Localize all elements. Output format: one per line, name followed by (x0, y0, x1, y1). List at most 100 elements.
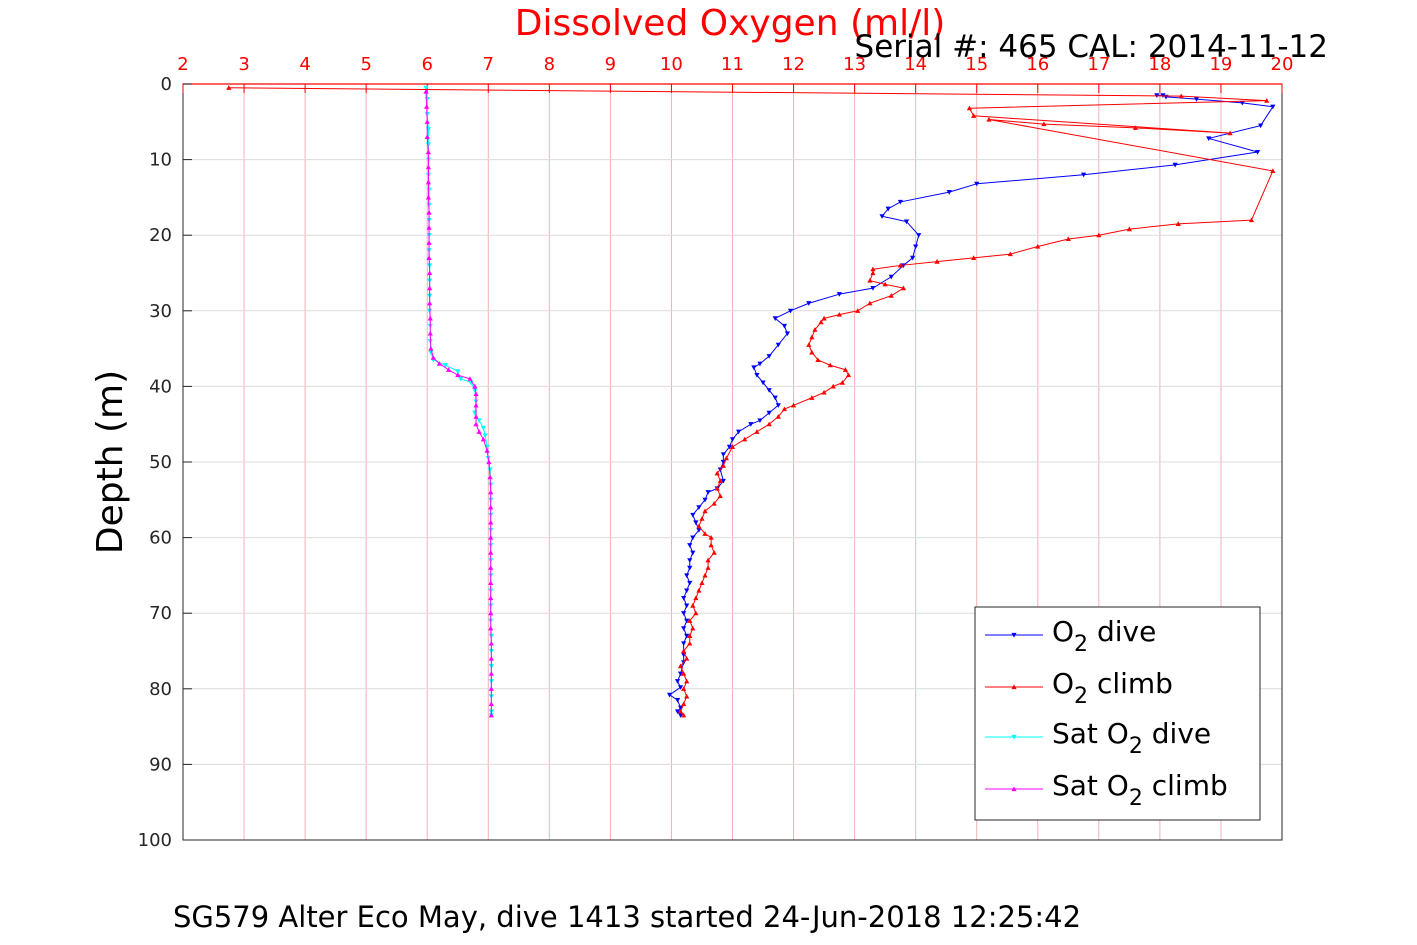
data-point-sat-o2-climb (426, 255, 432, 260)
data-point-o2-climb (971, 255, 977, 260)
data-point-o2-climb (717, 493, 723, 499)
data-point-o2-climb (723, 455, 729, 461)
legend-box (974, 606, 1261, 821)
data-point-sat-o2-dive (482, 433, 488, 439)
data-point-o2-dive (687, 580, 693, 586)
data-point-o2-climb (870, 266, 876, 272)
data-point-o2-climb (684, 678, 690, 684)
data-point-o2-climb (836, 311, 842, 317)
data-point-sat-o2-climb (427, 270, 433, 276)
x-tick-label: 16 (1026, 54, 1049, 75)
data-point-o2-climb (717, 478, 723, 483)
data-point-o2-climb (781, 406, 787, 412)
legend-label-main: O (1052, 667, 1074, 700)
data-point-o2-climb (870, 270, 876, 276)
data-point-o2-climb (1248, 217, 1255, 223)
data-point-sat-o2-climb (488, 565, 494, 570)
data-point-o2-dive (784, 331, 791, 337)
data-point-sat-o2-climb (467, 376, 473, 381)
data-point-sat-o2-climb (488, 610, 494, 616)
data-point-o2-dive (678, 685, 684, 690)
data-point-o2-climb (684, 655, 690, 661)
data-point-o2-dive (681, 626, 687, 631)
data-point-o2-climb (226, 85, 232, 90)
data-point-o2-climb (742, 436, 748, 442)
y-tick-label: 0 (161, 74, 172, 95)
data-point-o2-climb (806, 342, 812, 347)
data-point-o2-dive (1080, 172, 1087, 178)
data-point-o2-climb (714, 485, 720, 491)
data-point-o2-dive (888, 274, 894, 280)
data-point-o2-climb (1126, 226, 1132, 232)
data-point-o2-climb (681, 712, 687, 718)
x-tick-label: 10 (660, 54, 683, 75)
legend-entry: O2 dive (985, 615, 1156, 657)
legend-entry: Sat O2 dive (985, 717, 1211, 759)
data-point-o2-climb (699, 580, 705, 586)
data-point-o2-climb (729, 444, 736, 449)
x-tick-label: 19 (1209, 54, 1232, 75)
y-tick-label: 10 (149, 150, 172, 171)
legend-swatch-marker (1011, 734, 1017, 740)
data-point-sat-o2-climb (424, 134, 430, 139)
data-point-o2-dive (1270, 104, 1276, 110)
data-point-o2-climb (966, 105, 972, 111)
legend-entry: Sat O2 climb (985, 769, 1228, 811)
data-point-o2-climb (711, 550, 717, 555)
y-tick-label: 90 (149, 754, 172, 775)
data-point-o2-climb (888, 293, 894, 298)
data-point-o2-dive (674, 709, 681, 715)
data-point-o2-dive (678, 671, 684, 677)
x-tick-label: 17 (1087, 54, 1110, 75)
data-point-sat-o2-climb (426, 225, 432, 230)
data-point-sat-o2-climb (436, 361, 443, 366)
data-point-o2-dive (684, 618, 690, 624)
data-point-sat-o2-climb (486, 459, 492, 465)
data-point-o2-dive (729, 437, 736, 442)
legend-label-rest: climb (1143, 769, 1228, 802)
data-point-o2-climb (678, 708, 684, 714)
data-point-o2-climb (720, 463, 726, 468)
legend-label: Sat O2 dive (1052, 717, 1211, 759)
data-point-o2-dive (678, 713, 684, 718)
x-tick-label: 13 (843, 54, 866, 75)
x-tick-label: 7 (483, 54, 494, 75)
data-point-o2-dive (836, 292, 842, 297)
data-point-o2-climb (818, 319, 824, 325)
data-point-o2-dive (687, 565, 693, 571)
data-point-o2-dive (693, 520, 699, 526)
legend-swatch-marker (1011, 684, 1017, 690)
data-point-o2-dive (674, 679, 681, 684)
legend-label: O2 dive (1052, 615, 1156, 657)
x-tick-label: 2 (177, 54, 188, 75)
data-point-o2-dive (879, 214, 885, 219)
data-point-o2-climb (681, 686, 687, 691)
y-tick-label: 50 (149, 452, 172, 473)
data-point-o2-dive (885, 206, 891, 212)
data-point-o2-climb (690, 603, 696, 608)
data-point-o2-climb (1035, 243, 1041, 249)
x-tick-label: 12 (782, 54, 805, 75)
data-point-o2-dive (974, 181, 980, 187)
data-point-o2-dive (696, 505, 702, 510)
data-point-o2-dive (690, 550, 696, 556)
data-point-o2-dive (687, 558, 693, 563)
serial-cal-label: Serial #: 465 CAL: 2014-11-12 (855, 29, 1328, 65)
data-point-o2-climb (775, 414, 781, 419)
data-point-sat-o2-climb (427, 330, 433, 336)
data-point-o2-dive (903, 219, 910, 225)
data-point-o2-climb (1096, 232, 1102, 238)
data-point-o2-dive (772, 395, 778, 401)
x-tick-label: 14 (904, 54, 927, 75)
data-point-o2-climb (934, 259, 940, 264)
data-point-sat-o2-climb (488, 535, 494, 540)
data-point-o2-dive (757, 418, 763, 424)
y-tick-label: 100 (138, 830, 172, 851)
x-tick-label: 8 (544, 54, 555, 75)
data-point-o2-dive (687, 543, 693, 548)
data-point-sat-o2-climb (480, 436, 486, 442)
data-point-o2-climb (809, 334, 815, 340)
data-point-sat-o2-climb (425, 164, 432, 170)
series-o2-dive (667, 93, 1276, 718)
data-point-o2-dive (720, 452, 726, 458)
